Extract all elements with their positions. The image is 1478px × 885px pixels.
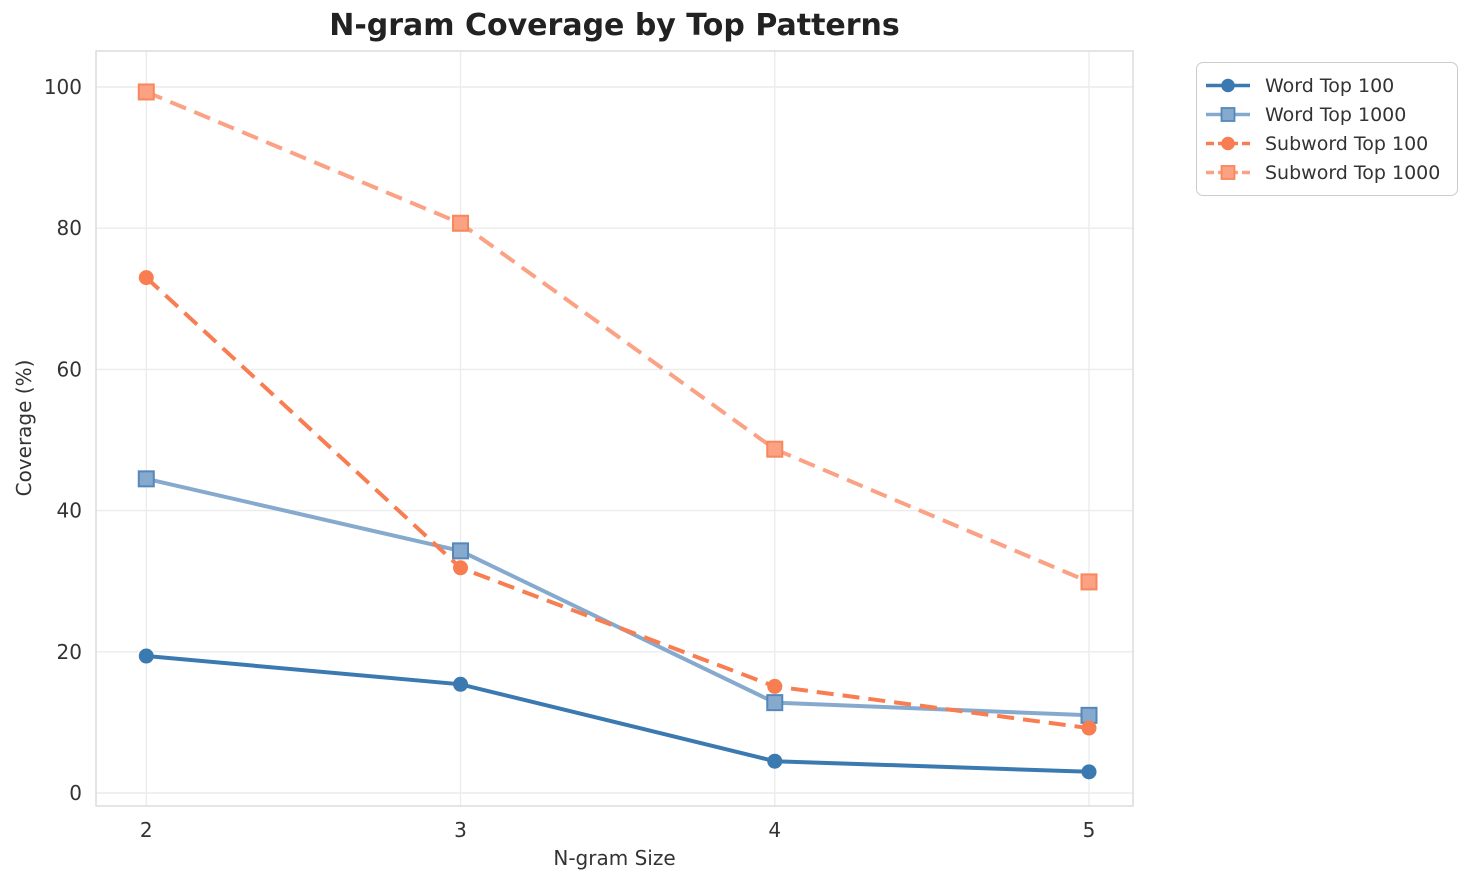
marker-subword-top-1000 (452, 214, 470, 232)
series-line-subword-top-1000 (145, 90, 1090, 584)
y-tick-label: 40 (57, 499, 82, 523)
marker-subword-top-100 (138, 270, 154, 286)
legend: Word Top 100 Word Top 1000 Subword Top 1… (1196, 62, 1458, 196)
x-tick-label: 2 (140, 818, 153, 842)
chart-title: N-gram Coverage by Top Patterns (329, 8, 900, 43)
marker-word-top-1000 (452, 542, 470, 560)
marker-subword-top-1000 (1080, 573, 1098, 591)
marker-subword-top-1000 (766, 440, 784, 458)
y-tick-label: 20 (57, 640, 82, 664)
legend-label: Subword Top 100 (1265, 132, 1429, 155)
marker-subword-top-100 (1081, 720, 1097, 736)
legend-label: Word Top 1000 (1265, 103, 1407, 126)
legend-item-word-top-1000: Word Top 1000 (1205, 103, 1447, 126)
legend-marker (1221, 78, 1235, 93)
x-tick-label: 5 (1083, 818, 1096, 842)
y-tick-label: 80 (57, 216, 82, 240)
legend-sample-icon (1206, 136, 1250, 151)
series-line-subword-top-100 (144, 276, 1090, 731)
legend-marker (1220, 165, 1236, 180)
legend-item-subword-top-100: Subword Top 100 (1205, 132, 1447, 155)
legend-label: Subword Top 1000 (1265, 161, 1441, 184)
y-axis-label: Coverage (%) (12, 359, 36, 497)
marker-word-top-1000 (766, 694, 784, 712)
plot-frame (95, 50, 1134, 807)
legend-marker (1221, 136, 1235, 151)
series-line-word-top-100 (146, 654, 1090, 774)
marker-word-top-100 (138, 648, 154, 664)
marker-word-top-100 (1081, 764, 1097, 780)
legend-sample-icon (1206, 78, 1250, 93)
marker-word-top-1000 (137, 470, 155, 488)
series-line-word-top-1000 (145, 476, 1090, 718)
marker-subword-top-100 (767, 678, 783, 694)
legend-item-subword-top-1000: Subword Top 1000 (1205, 161, 1447, 184)
y-tick-label: 100 (44, 75, 82, 99)
y-tick-label: 0 (69, 781, 82, 805)
legend-item-word-top-100: Word Top 100 (1205, 74, 1447, 97)
legend-label: Word Top 100 (1265, 74, 1395, 97)
y-tick-label: 60 (57, 357, 82, 381)
x-axis-label: N-gram Size (553, 846, 676, 870)
legend-marker (1220, 107, 1236, 122)
marker-subword-top-100 (453, 560, 469, 576)
legend-sample-icon (1206, 107, 1250, 122)
marker-word-top-100 (767, 753, 783, 769)
x-tick-label: 4 (768, 818, 781, 842)
marker-word-top-100 (453, 676, 469, 692)
legend-sample-icon (1206, 165, 1250, 180)
x-tick-label: 3 (454, 818, 467, 842)
marker-subword-top-1000 (137, 83, 155, 101)
